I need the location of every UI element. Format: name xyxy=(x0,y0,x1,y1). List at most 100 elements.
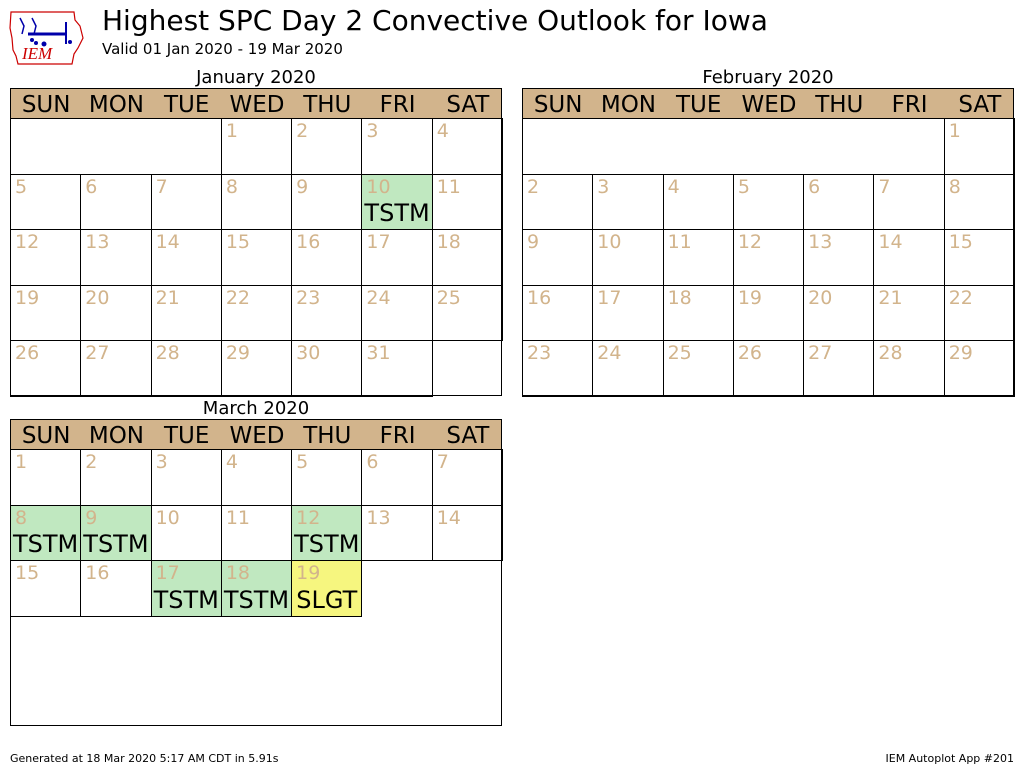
day-cell: 8 xyxy=(220,173,293,230)
day-cell: 1 xyxy=(220,118,293,175)
day-cell: 13 xyxy=(80,229,152,286)
day-number: 12 xyxy=(296,506,321,529)
day-cell: 18 xyxy=(431,229,503,286)
day-cell: 4 xyxy=(220,449,293,506)
weekday-label: SAT xyxy=(446,423,490,449)
day-number: 29 xyxy=(225,342,251,364)
weekday-header: SUN MON TUE WED THU FRI SAT xyxy=(11,420,501,450)
weekday-header: SUN MON TUE WED THU FRI SAT xyxy=(11,89,501,119)
weekday-label: SUN xyxy=(533,92,583,118)
day-cell: 19 xyxy=(732,284,805,341)
month-calendar: SUN MON TUE WED THU FRI SAT 1 2 3 4 5 6 7 8 9 10 11 12 13 14… xyxy=(522,88,1015,397)
day-cell: 8 TSTM xyxy=(10,504,82,561)
day-number: 12 xyxy=(737,231,763,253)
day-number: 27 xyxy=(85,342,110,364)
day-number: 11 xyxy=(436,175,461,198)
day-cell: 5 xyxy=(10,173,82,230)
page-title: Highest SPC Day 2 Convective Outlook for… xyxy=(102,4,768,37)
day-cell: 23 xyxy=(291,284,363,341)
day-cell: 4 xyxy=(431,118,503,175)
day-number: 13 xyxy=(85,231,110,253)
day-number: 5 xyxy=(15,175,28,198)
day-cell: 12 TSTM xyxy=(291,504,363,561)
day-cell: 3 xyxy=(361,118,433,175)
day-number: 13 xyxy=(366,506,391,529)
day-number: 9 xyxy=(85,506,98,529)
outlook-category: TSTM xyxy=(364,199,430,227)
day-cell: 1 xyxy=(943,118,1015,175)
day-number: 8 xyxy=(225,175,238,198)
day-number: 15 xyxy=(15,562,40,584)
outlook-category: TSTM xyxy=(294,530,360,558)
day-cell: 20 xyxy=(80,284,152,341)
day-number: 9 xyxy=(527,231,540,253)
weekday-label: TUE xyxy=(163,92,210,118)
outlook-category: TSTM xyxy=(223,585,290,614)
day-number: 10 xyxy=(366,175,391,198)
day-cell: 3 xyxy=(592,173,664,230)
day-cell: 27 xyxy=(803,340,875,397)
day-cell: 2 xyxy=(80,449,152,506)
day-number: 27 xyxy=(808,342,833,364)
day-cell: 15 xyxy=(943,229,1015,286)
day-number: 26 xyxy=(15,342,40,364)
day-cell: 30 xyxy=(291,340,363,397)
day-cell: 17 TSTM xyxy=(150,560,222,617)
month-title: March 2020 xyxy=(202,398,310,419)
day-cell: 10 xyxy=(150,504,222,561)
day-cell: 21 xyxy=(873,284,945,341)
weekday-label: THU xyxy=(303,423,352,449)
weekday-label: THU xyxy=(815,92,864,118)
day-number: 16 xyxy=(527,286,552,309)
generated-timestamp: Generated at 18 Mar 2020 5:17 AM CDT in … xyxy=(10,752,279,765)
day-cell: 6 xyxy=(803,173,875,230)
day-number: 11 xyxy=(225,506,251,529)
day-cell: 6 xyxy=(80,173,152,230)
day-cell: 28 xyxy=(873,340,945,397)
weekday-label: WED xyxy=(741,92,797,118)
day-cell: 22 xyxy=(943,284,1015,341)
day-cell: 9 xyxy=(522,229,594,286)
day-cell: 29 xyxy=(943,340,1015,397)
iem-logo: IEM xyxy=(8,8,88,66)
day-cell: 14 xyxy=(431,504,503,561)
weekday-label: SAT xyxy=(958,92,1002,118)
weekday-label: TUE xyxy=(675,92,722,118)
day-number: 3 xyxy=(155,451,168,473)
day-number: 18 xyxy=(436,231,461,253)
day-number: 3 xyxy=(366,120,379,142)
day-number: 5 xyxy=(296,451,309,473)
outlook-category: SLGT xyxy=(296,585,358,614)
day-cell: 3 xyxy=(150,449,222,506)
day-cell: 17 xyxy=(361,229,433,286)
day-number: 6 xyxy=(808,175,821,198)
weekday-label: SUN xyxy=(21,423,71,449)
weekday-label: SUN xyxy=(21,92,71,118)
day-cell: 5 xyxy=(291,449,363,506)
day-cell: 16 xyxy=(291,229,363,286)
day-number: 18 xyxy=(667,286,692,309)
day-cell: 25 xyxy=(431,284,503,341)
day-number: 10 xyxy=(597,231,622,253)
day-cell: 24 xyxy=(361,284,433,341)
day-number: 1 xyxy=(15,451,28,473)
day-cell: 2 xyxy=(291,118,363,175)
day-number: 19 xyxy=(737,286,763,309)
logo-text: IEM xyxy=(21,44,53,63)
weekday-label: SAT xyxy=(446,92,490,118)
day-number: 20 xyxy=(808,286,833,309)
day-cell: 7 xyxy=(150,173,222,230)
day-number: 15 xyxy=(225,231,251,253)
day-number: 17 xyxy=(366,231,391,253)
outlook-category: TSTM xyxy=(13,530,79,558)
day-number: 21 xyxy=(155,286,180,309)
day-cell: 15 xyxy=(220,229,293,286)
day-number: 24 xyxy=(597,342,622,364)
day-number: 9 xyxy=(296,175,309,198)
day-number: 21 xyxy=(878,286,903,309)
day-number: 2 xyxy=(296,120,309,142)
day-number: 23 xyxy=(296,286,321,309)
day-number: 22 xyxy=(948,286,973,309)
weekday-label: WED xyxy=(229,92,285,118)
weekday-header: SUN MON TUE WED THU FRI SAT xyxy=(523,89,1013,119)
